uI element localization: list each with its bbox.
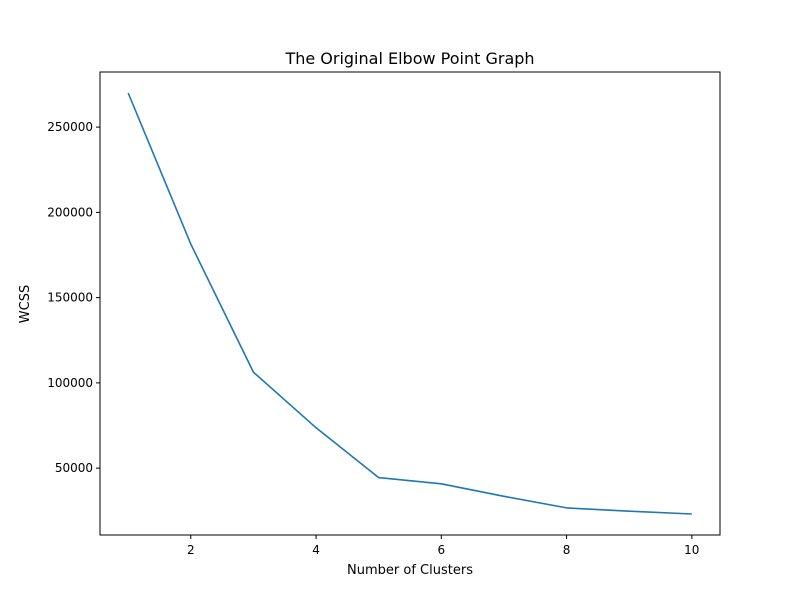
x-tick-label: 2 <box>187 543 195 557</box>
plot-frame <box>99 71 721 536</box>
series-layer <box>127 92 692 515</box>
x-tick-label: 6 <box>437 543 445 557</box>
x-axis-label: Number of Clusters <box>347 563 473 578</box>
y-tick-label: 150000 <box>47 291 93 305</box>
y-tick-label: 50000 <box>55 461 93 475</box>
y-tick-label: 100000 <box>47 376 93 390</box>
x-tick-label: 8 <box>563 543 571 557</box>
y-tick-label: 250000 <box>47 120 93 134</box>
wcss-line <box>127 92 692 515</box>
y-axis-label: WCSS <box>18 285 33 323</box>
y-tick-label: 200000 <box>47 205 93 219</box>
chart-title: The Original Elbow Point Graph <box>284 49 534 68</box>
x-tick-label: 10 <box>684 543 699 557</box>
axis-ticks: 2 4 6 8 10 50000 100000 150000 200000 250000 <box>47 120 699 557</box>
x-tick-label: 4 <box>312 543 320 557</box>
